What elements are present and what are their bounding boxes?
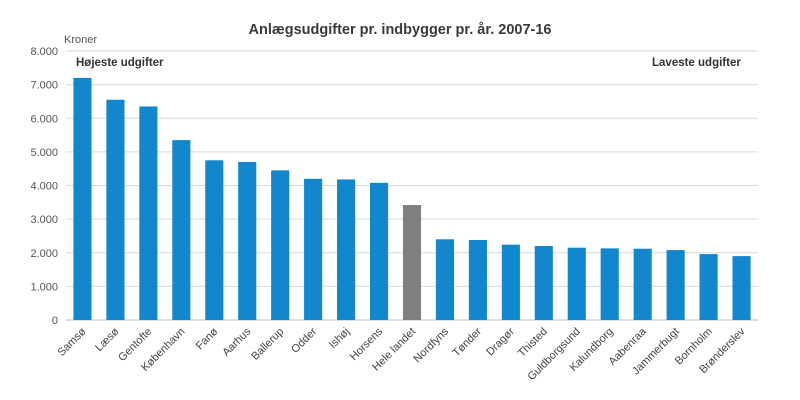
bar (238, 161, 257, 320)
bar (633, 248, 652, 320)
bar (468, 239, 487, 320)
x-tick-label: Odder (289, 325, 319, 355)
y-tick-label: 6.000 (30, 113, 58, 125)
bar (271, 170, 290, 320)
bar (732, 256, 751, 320)
x-tick-label: Ballerup (249, 326, 286, 363)
bar (600, 248, 619, 320)
bar (73, 77, 92, 321)
annotation-lowest: Laveste udgifter (652, 57, 741, 69)
y-axis-unit-label: Kroner (64, 34, 98, 46)
y-tick-label: 8.000 (30, 46, 58, 58)
bar (139, 106, 158, 320)
y-tick-label: 5.000 (30, 147, 58, 159)
bar (106, 99, 125, 320)
x-tick-label: Tønder (450, 325, 484, 359)
x-tick-label: Læsø (93, 325, 122, 354)
x-tick-label: Samsø (55, 325, 88, 358)
bar (567, 247, 586, 320)
y-tick-label: 7.000 (30, 80, 58, 92)
bar (699, 254, 718, 320)
bar (402, 205, 422, 320)
y-tick-label: 1.000 (30, 281, 58, 293)
bar (205, 160, 224, 320)
bar (501, 244, 520, 320)
y-tick-label: 0 (52, 315, 58, 327)
x-tick-label: Nordfyns (411, 325, 451, 365)
bar (172, 140, 191, 320)
bar (435, 239, 455, 320)
bar (337, 179, 356, 320)
y-tick-label: 2.000 (30, 248, 58, 260)
bar (666, 250, 685, 320)
x-tick-label: Ishøj (327, 326, 352, 351)
x-tick-label: Fanø (194, 325, 221, 352)
y-tick-label: 3.000 (30, 214, 58, 226)
chart-title: Anlægsudgifter pr. indbygger pr. år. 200… (248, 22, 552, 38)
bar (534, 246, 553, 320)
bar (304, 178, 323, 320)
y-tick-label: 4.000 (30, 181, 58, 193)
x-tick-label: Dragør (484, 325, 517, 358)
annotation-highest: Højeste udgifter (76, 57, 164, 69)
bar (369, 182, 389, 320)
